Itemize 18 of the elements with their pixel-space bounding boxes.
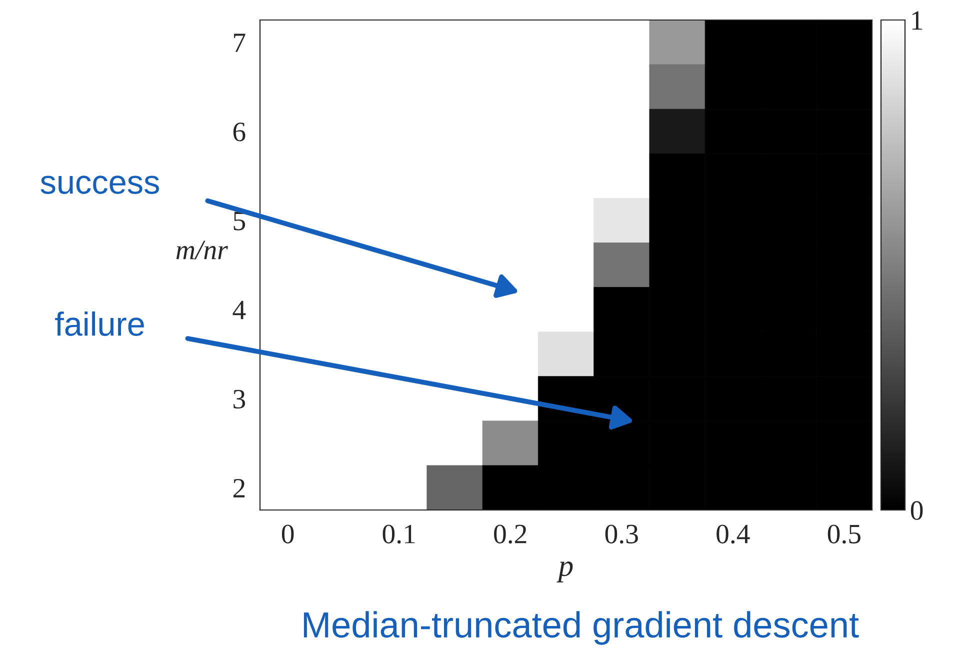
x-tick-label: 0.4: [716, 524, 750, 544]
color-bar-label: 0: [910, 501, 923, 520]
x-tick-label: 0.2: [494, 524, 526, 544]
color-bar-label: 1: [912, 11, 922, 30]
x-tick-label: 0.3: [605, 524, 638, 544]
x-axis-title: p: [556, 561, 573, 582]
x-tick-label: 0.5: [828, 524, 860, 544]
y-tick-label: 4: [232, 300, 246, 320]
y-tick-label: 7: [234, 34, 246, 52]
text: failure: [55, 311, 144, 336]
text: success: [40, 176, 160, 194]
y-axis-title: m/nr: [176, 240, 228, 260]
x-tick-label: 0.1: [382, 524, 415, 544]
y-tick-label: 6: [233, 122, 246, 142]
y-tick-label: 3: [234, 390, 246, 409]
y-tick-label: 2: [233, 478, 245, 498]
x-tick-label: 0: [282, 524, 294, 544]
text: Median-truncated gradient descent: [304, 611, 859, 645]
